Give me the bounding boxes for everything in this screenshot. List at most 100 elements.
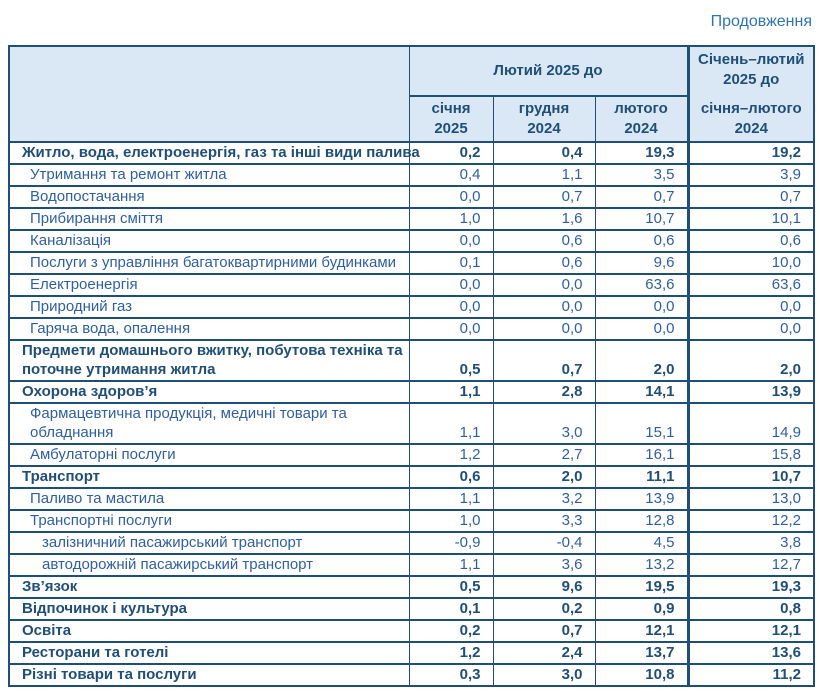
value-cell: 14,1 (594, 380, 689, 404)
table-row: Прибирання сміття 1,0 1,6 10,7 10,1 (8, 207, 815, 231)
value-cell: 1,2 (408, 641, 494, 665)
row-label: Гаряча вода, опалення (8, 317, 410, 341)
value-cell: 19,3 (686, 575, 815, 599)
row-label: Освіта (8, 619, 410, 643)
value-cell: 13,2 (594, 553, 689, 577)
value-cell: 19,3 (594, 141, 689, 165)
value-cell: 2,0 (686, 339, 815, 382)
value-cell: 1,1 (408, 402, 494, 445)
value-cell: 0,1 (408, 251, 494, 275)
column-header-feb2024: лютого 2024 (594, 95, 689, 143)
continuation-label: Продовження (710, 13, 812, 30)
value-cell: 15,1 (594, 402, 689, 445)
row-label: Охорона здоров’я (8, 380, 410, 404)
value-cell: 3,0 (492, 402, 596, 445)
table-row: Предмети домашнього вжитку, побутова тех… (8, 339, 815, 382)
value-cell: 0,0 (408, 317, 494, 341)
row-label: залізничний пасажирський транспорт (8, 531, 410, 555)
row-label: Фармацевтична продукція, медичні товари … (8, 402, 410, 445)
value-cell: 0,4 (408, 163, 494, 187)
value-cell: 0,1 (408, 597, 494, 621)
value-cell: 0,7 (594, 185, 689, 209)
table-row: Паливо та мастила 1,1 3,2 13,9 13,0 (8, 487, 815, 511)
value-cell: 0,0 (408, 185, 494, 209)
value-cell: 63,6 (594, 273, 689, 297)
value-cell: 12,1 (686, 619, 815, 643)
value-cell: 14,9 (686, 402, 815, 445)
value-cell: 0,5 (408, 339, 494, 382)
value-cell: 13,6 (686, 641, 815, 665)
value-cell: 1,1 (408, 553, 494, 577)
corner-cell (8, 45, 410, 143)
value-cell: 3,3 (492, 509, 596, 533)
value-cell: 2,7 (492, 443, 596, 467)
value-cell: 12,7 (686, 553, 815, 577)
value-cell: 13,9 (594, 487, 689, 511)
value-cell: 1,2 (408, 443, 494, 467)
column-header-jan2025: січня 2025 (408, 95, 494, 143)
column-group-header: Лютий 2025 до (408, 45, 689, 97)
value-cell: 0,0 (594, 317, 689, 341)
table-row: Охорона здоров’я 1,1 2,8 14,1 13,9 (8, 380, 815, 404)
row-label: автодорожній пасажирський транспорт (8, 553, 410, 577)
value-cell: 1,0 (408, 207, 494, 231)
row-label: Природний газ (8, 295, 410, 319)
value-cell: 0,0 (492, 295, 596, 319)
value-cell: 2,4 (492, 641, 596, 665)
merged-header-bottom-line1: січня–лютого (700, 99, 802, 117)
value-cell: 0,0 (408, 229, 494, 253)
table-row: Гаряча вода, опалення 0,0 0,0 0,0 0,0 (8, 317, 815, 341)
merged-header-top-line1: Січень–лютий (698, 50, 805, 68)
value-cell: 16,1 (594, 443, 689, 467)
value-cell: 19,5 (594, 575, 689, 599)
value-cell: 10,1 (686, 207, 815, 231)
value-cell: 9,6 (492, 575, 596, 599)
merged-header-top-line2: 2025 до (723, 70, 780, 88)
value-cell: 0,0 (408, 295, 494, 319)
table-row: Послуги з управління багатоквартирними б… (8, 251, 815, 275)
value-cell: 10,8 (594, 663, 689, 687)
value-cell: 63,6 (686, 273, 815, 297)
row-label: Транспорт (8, 465, 410, 489)
value-cell: 1,1 (492, 163, 596, 187)
table-row: залізничний пасажирський транспорт -0,9 -0… (8, 531, 815, 555)
value-cell: 4,5 (594, 531, 689, 555)
value-cell: 1,1 (408, 487, 494, 511)
value-cell: 0,5 (408, 575, 494, 599)
value-cell: 0,4 (492, 141, 596, 165)
value-cell: 0,2 (408, 619, 494, 643)
value-cell: 19,2 (686, 141, 815, 165)
merged-period-header: Січень–лютий 2025 до січня–лютого 2024 (686, 45, 815, 143)
value-cell: 0,2 (492, 597, 596, 621)
value-cell: 1,0 (408, 509, 494, 533)
value-cell: 2,0 (594, 339, 689, 382)
value-cell: 2,0 (492, 465, 596, 489)
value-cell: 15,8 (686, 443, 815, 467)
value-cell: 0,7 (686, 185, 815, 209)
row-label: Транспортні послуги (8, 509, 410, 533)
value-cell: 12,1 (594, 619, 689, 643)
table-body: Житло, вода, електроенергія, газ та інші… (8, 141, 815, 687)
row-label: Предмети домашнього вжитку, побутова тех… (8, 339, 410, 382)
row-label: Житло, вода, електроенергія, газ та інші… (8, 141, 420, 165)
value-cell: 13,0 (686, 487, 815, 511)
table-row: Каналізація 0,0 0,6 0,6 0,6 (8, 229, 815, 253)
value-cell: 3,6 (492, 553, 596, 577)
value-cell: 0,7 (492, 339, 596, 382)
value-cell: 0,7 (492, 185, 596, 209)
value-cell: 0,0 (492, 317, 596, 341)
value-cell: 3,9 (686, 163, 815, 187)
value-cell: 13,7 (594, 641, 689, 665)
value-cell: 10,7 (594, 207, 689, 231)
value-cell: 12,8 (594, 509, 689, 533)
value-cell: 9,6 (594, 251, 689, 275)
row-label: Послуги з управління багатоквартирними б… (8, 251, 410, 275)
table-row: Різні товари та послуги 0,3 3,0 10,8 11,2 (8, 663, 815, 687)
value-cell: 3,5 (594, 163, 689, 187)
value-cell: 1,1 (408, 380, 494, 404)
value-cell: -0,4 (492, 531, 596, 555)
table-row: Житло, вода, електроенергія, газ та інші… (8, 141, 815, 165)
price-index-table: Лютий 2025 до Січень–лютий 2025 до січня… (8, 45, 815, 687)
row-label: Каналізація (8, 229, 410, 253)
